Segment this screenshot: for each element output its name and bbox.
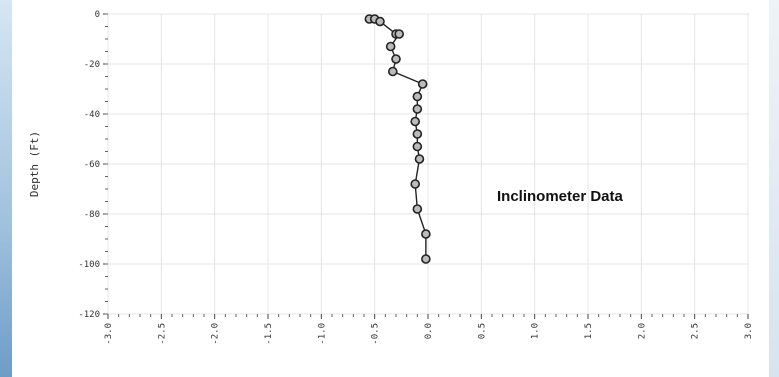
x-tick-label: 2.0 — [637, 323, 647, 339]
y-tick-label: -100 — [78, 260, 100, 270]
x-tick-label: -1.0 — [317, 323, 327, 345]
data-point — [412, 104, 423, 114]
y-axis: 0 -20 -40 -60 -80 -100 -120 — [78, 10, 108, 320]
data-points — [364, 14, 431, 264]
data-point — [394, 29, 405, 39]
y-axis-label: Depth (Ft) — [28, 131, 41, 197]
x-tick-label: 3.0 — [744, 323, 754, 339]
y-tick-label: -40 — [84, 110, 100, 120]
data-point — [412, 91, 423, 102]
y-tick-label: -80 — [84, 210, 100, 220]
data-point — [391, 54, 401, 64]
chart-annotation: Inclinometer Data — [497, 188, 623, 205]
data-point — [417, 79, 428, 89]
x-tick-label: -1.5 — [264, 323, 274, 345]
x-tick-label: -3.0 — [104, 323, 114, 345]
x-axis: -3.0 -2.5 -2.0 -1.5 -1.0 -0.5 0.0 0.5 1.0 1.5 2.0 2… — [104, 314, 754, 345]
y-tick-label: 0 — [95, 10, 100, 20]
data-point — [387, 66, 398, 77]
data-point — [385, 41, 396, 52]
data-point — [421, 229, 431, 239]
y-tick-label: -20 — [84, 60, 100, 70]
data-point — [414, 154, 425, 164]
x-tick-label: 1.0 — [531, 323, 541, 339]
x-tick-label: -2.5 — [157, 323, 167, 345]
left-decorative-bar — [0, 0, 12, 377]
x-tick-label: 1.5 — [584, 323, 594, 339]
data-point — [410, 116, 421, 127]
x-tick-label: 0.5 — [477, 323, 487, 339]
x-tick-label: -2.0 — [211, 323, 221, 345]
data-point — [412, 129, 423, 139]
data-point — [412, 141, 423, 152]
data-point — [410, 179, 421, 189]
x-tick-label: 0.0 — [424, 323, 434, 339]
y-tick-label: -60 — [84, 160, 100, 170]
x-tick-label: 2.5 — [691, 323, 701, 339]
data-point — [421, 254, 431, 264]
x-tick-label: -0.5 — [371, 323, 381, 345]
data-point — [375, 16, 385, 27]
data-point — [412, 204, 423, 214]
y-tick-label: -120 — [78, 310, 100, 320]
right-decorative-bar — [769, 0, 779, 377]
